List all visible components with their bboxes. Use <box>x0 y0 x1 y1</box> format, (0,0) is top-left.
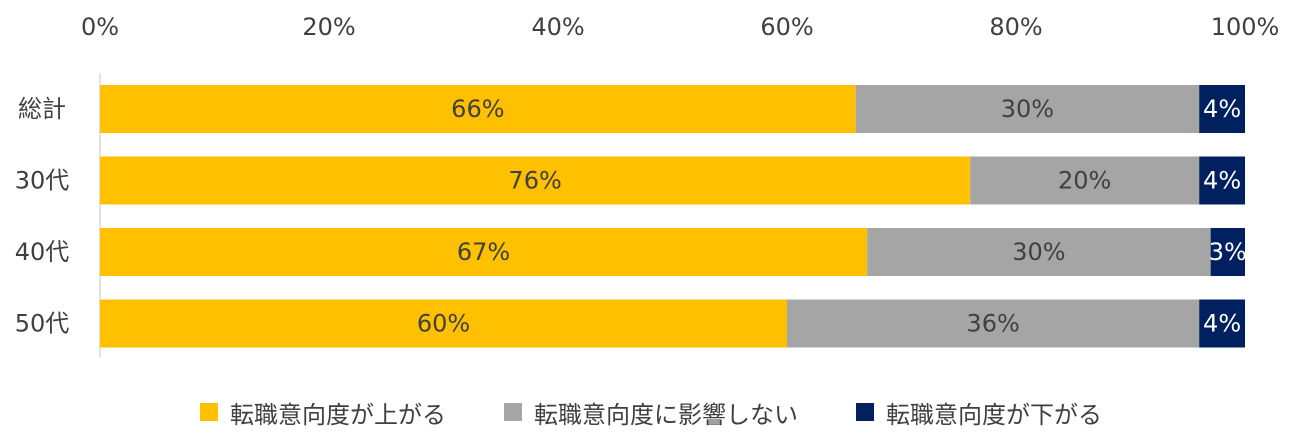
legend-item-decrease: 転職意向度が下がる <box>856 395 1102 430</box>
data-label: 30% <box>1012 238 1065 266</box>
legend-swatch-no-effect <box>504 403 522 421</box>
bar-segment <box>867 228 1211 276</box>
data-label: 20% <box>1058 167 1111 195</box>
bar-segment <box>855 85 1200 133</box>
bar-segment <box>100 299 787 348</box>
legend-label-increase: 転職意向度が上がる <box>230 400 446 429</box>
data-label: 60% <box>417 310 470 338</box>
bar-segment <box>100 156 971 205</box>
data-labels: 66% 30% 4% 76% 20% 4% 67% 30% 3% 60% 36% 4% <box>417 95 1247 338</box>
legend-label-decrease: 転職意向度が下がる <box>886 400 1102 429</box>
legend-swatch-decrease <box>856 403 874 421</box>
data-label: 67% <box>457 238 510 266</box>
category-label: 総計 <box>18 95 66 123</box>
category-label: 50代 <box>15 310 70 338</box>
bar-segment <box>1199 299 1245 348</box>
category-label: 40代 <box>15 238 70 266</box>
legend: 転職意向度が上がる 転職意向度に影響しない 転職意向度が下がる <box>0 392 1302 432</box>
bar-segment <box>1199 85 1245 133</box>
bar-segment <box>970 156 1200 205</box>
legend-swatch-increase <box>200 403 218 421</box>
x-tick-label: 40% <box>531 13 584 41</box>
x-axis-ticks: 0% 20% 40% 60% 80% 100% <box>81 13 1279 41</box>
bars <box>100 85 1245 348</box>
x-tick-label: 60% <box>760 13 813 41</box>
data-label: 4% <box>1203 167 1241 195</box>
category-label: 30代 <box>15 167 70 195</box>
category-labels: 総計 30代 40代 50代 <box>15 95 70 338</box>
data-label: 30% <box>1001 95 1054 123</box>
data-label: 76% <box>508 167 561 195</box>
bar-segment <box>1210 228 1245 276</box>
bar-segment <box>100 85 856 133</box>
data-label: 36% <box>966 310 1019 338</box>
legend-item-no-effect: 転職意向度に影響しない <box>504 395 798 430</box>
bar-segment <box>100 228 868 276</box>
data-label: 66% <box>451 95 504 123</box>
legend-label-no-effect: 転職意向度に影響しない <box>534 400 798 429</box>
x-tick-label: 20% <box>302 13 355 41</box>
x-tick-label: 0% <box>81 13 119 41</box>
bar-segment <box>1199 156 1245 205</box>
legend-item-increase: 転職意向度が上がる <box>200 395 446 430</box>
data-label: 4% <box>1203 310 1241 338</box>
x-tick-label: 100% <box>1211 13 1280 41</box>
data-label: 4% <box>1203 95 1241 123</box>
x-tick-label: 80% <box>989 13 1042 41</box>
stacked-bar-chart: 0% 20% 40% 60% 80% 100% 総計 30代 40代 50代 66% 30% 4% 7… <box>15 13 1279 357</box>
data-label: 3% <box>1209 238 1247 266</box>
bar-segment <box>787 299 1200 348</box>
